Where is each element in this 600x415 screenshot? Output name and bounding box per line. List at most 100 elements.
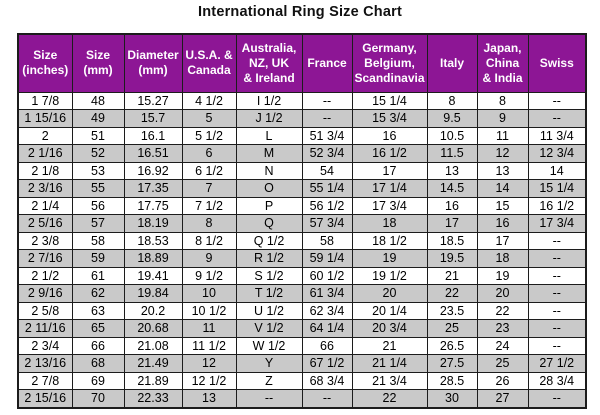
- table-row: 1 7/8 48 15.27 4 1/2 I 1/2 -- 15 1/4 8 8 --: [17, 91, 587, 110]
- table-cell: U 1/2: [235, 301, 303, 320]
- table-cell: 13: [426, 161, 478, 180]
- table-cell: 8 1/2: [181, 231, 237, 250]
- table-cell: 17.75: [123, 196, 183, 215]
- column-header: Size (inches): [17, 33, 73, 93]
- table-cell: 62: [71, 284, 125, 303]
- table-cell: 52 3/4: [301, 144, 353, 163]
- table-cell: 6 1/2: [181, 161, 237, 180]
- table-cell: 18: [476, 249, 529, 268]
- table-cell: 21.89: [123, 371, 183, 390]
- table-cell: 16.92: [123, 161, 183, 180]
- table-cell: 11: [181, 319, 237, 338]
- table-cell: 19.5: [426, 249, 478, 268]
- table-cell: 57 3/4: [301, 214, 353, 233]
- table-cell: 2 3/16: [17, 179, 73, 198]
- table-cell: 18 1/2: [351, 231, 428, 250]
- table-cell: --: [301, 91, 353, 110]
- table-cell: 13: [181, 389, 237, 408]
- table-cell: 10: [181, 284, 237, 303]
- table-cell: 19.41: [123, 266, 183, 285]
- table-cell: 66: [301, 336, 353, 355]
- table-cell: 8: [476, 91, 529, 110]
- table-cell: --: [527, 284, 587, 303]
- table-cell: 9.5: [426, 109, 478, 128]
- table-cell: 28.5: [426, 371, 478, 390]
- table-cell: 24: [476, 336, 529, 355]
- table-cell: 19: [351, 249, 428, 268]
- table-cell: 68: [71, 354, 125, 373]
- table-cell: 23.5: [426, 301, 478, 320]
- table-cell: 20: [351, 284, 428, 303]
- table-cell: 16: [351, 126, 428, 145]
- table-row: 2 11/16 65 20.68 11 V 1/2 64 1/4 20 3/4 25 23 --: [17, 319, 587, 338]
- table-cell: 19 1/2: [351, 266, 428, 285]
- table-cell: 20 1/4: [351, 301, 428, 320]
- table-cell: --: [301, 109, 353, 128]
- table-row: 1 15/16 49 15.7 5 J 1/2 -- 15 3/4 9.5 9 --: [17, 109, 587, 128]
- table-cell: L: [235, 126, 303, 145]
- table-row: 2 1/8 53 16.92 6 1/2 N 54 17 13 13 14: [17, 161, 587, 180]
- table-cell: 2 11/16: [17, 319, 73, 338]
- table-cell: --: [235, 389, 303, 408]
- table-cell: 22: [426, 284, 478, 303]
- table-cell: 67 1/2: [301, 354, 353, 373]
- table-cell: 21: [426, 266, 478, 285]
- table-cell: 26.5: [426, 336, 478, 355]
- table-cell: 2 9/16: [17, 284, 73, 303]
- table-cell: 69: [71, 371, 125, 390]
- table-cell: 48: [71, 91, 125, 110]
- table-cell: 28 3/4: [527, 371, 587, 390]
- table-row: 2 51 16.1 5 1/2 L 51 3/4 16 10.5 11 11 3/4: [17, 126, 587, 145]
- table-cell: 15 1/4: [351, 91, 428, 110]
- table-cell: 16: [426, 196, 478, 215]
- table-cell: 17.35: [123, 179, 183, 198]
- table-row: 2 3/4 66 21.08 11 1/2 W 1/2 66 21 26.5 24 --: [17, 336, 587, 355]
- table-cell: 68 3/4: [301, 371, 353, 390]
- table-cell: 2 5/8: [17, 301, 73, 320]
- table-cell: T 1/2: [235, 284, 303, 303]
- table-cell: 55: [71, 179, 125, 198]
- table-cell: 2 1/16: [17, 144, 73, 163]
- table-cell: --: [527, 301, 587, 320]
- table-cell: 14.5: [426, 179, 478, 198]
- page-title: International Ring Size Chart: [198, 4, 402, 20]
- table-cell: 26: [476, 371, 529, 390]
- table-cell: 60 1/2: [301, 266, 353, 285]
- table-cell: Z: [235, 371, 303, 390]
- table-cell: 30: [426, 389, 478, 408]
- table-cell: 12 3/4: [527, 144, 587, 163]
- table-cell: 1 7/8: [17, 91, 73, 110]
- table-header: Size (inches) Size (mm) Diameter (mm) U.S.A…: [17, 33, 587, 93]
- table-cell: 9: [181, 249, 237, 268]
- table-cell: 13: [476, 161, 529, 180]
- table-cell: --: [527, 231, 587, 250]
- table-cell: 16: [476, 214, 529, 233]
- table-cell: 18.19: [123, 214, 183, 233]
- table-cell: 9: [476, 109, 529, 128]
- table-cell: 4 1/2: [181, 91, 237, 110]
- table-cell: 7 1/2: [181, 196, 237, 215]
- table-cell: 2 15/16: [17, 389, 73, 408]
- table-cell: 2 3/4: [17, 336, 73, 355]
- table-cell: 2 1/8: [17, 161, 73, 180]
- table-cell: --: [527, 249, 587, 268]
- table-cell: O: [235, 179, 303, 198]
- table-cell: 22: [351, 389, 428, 408]
- table-cell: 14: [476, 179, 529, 198]
- table-cell: 16.1: [123, 126, 183, 145]
- table-cell: 59: [71, 249, 125, 268]
- table-cell: 1 15/16: [17, 109, 73, 128]
- table-cell: 21 1/4: [351, 354, 428, 373]
- table-cell: 17: [476, 231, 529, 250]
- table-cell: 56: [71, 196, 125, 215]
- column-header: France: [301, 33, 353, 93]
- table-cell: 15 1/4: [527, 179, 587, 198]
- table-cell: 49: [71, 109, 125, 128]
- table-cell: Q: [235, 214, 303, 233]
- table-cell: 59 1/4: [301, 249, 353, 268]
- table-cell: 17: [426, 214, 478, 233]
- table-cell: R 1/2: [235, 249, 303, 268]
- table-cell: --: [301, 389, 353, 408]
- table-cell: 63: [71, 301, 125, 320]
- table-cell: N: [235, 161, 303, 180]
